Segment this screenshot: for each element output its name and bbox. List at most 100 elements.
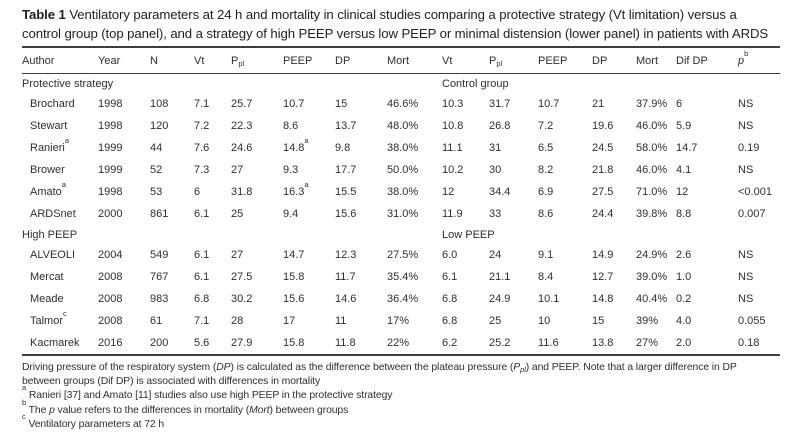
column-header: Vt	[194, 47, 231, 74]
value-cell: 10.3	[442, 98, 464, 110]
value-cell: 39.0%	[636, 271, 668, 283]
value-cell: 25	[489, 315, 502, 327]
value-cell: 52	[150, 164, 163, 176]
value-cell: 15	[592, 315, 605, 327]
value-cell: 9.3	[283, 164, 299, 176]
value-cell: 6.5	[538, 142, 554, 154]
table-row: ALVEOLI 2004 549 6.1 27 14.7 12.3 27.5% 6.0 24 9.1…	[22, 244, 780, 266]
value-cell: 9.1	[538, 249, 554, 261]
table-row: Kacmarek 2016 200 5.6 27.9 15.8 11.8 22% 6.2 25.2…	[22, 332, 780, 355]
value-cell: 8.2	[538, 164, 554, 176]
author-cell: ALVEOLI	[30, 249, 76, 261]
table-row: Meade 2008 983 6.8 30.2 15.6 14.6 36.4% 6.8 24.9 1…	[22, 288, 780, 310]
value-cell: 8.6	[538, 208, 554, 220]
value-cell: 46.0%	[636, 120, 668, 132]
value-cell: 15.8	[283, 271, 305, 283]
table-row: Stewart 1998 120 7.2 22.3 8.6 13.7 48.0% 10.8 26.…	[22, 115, 780, 137]
value-cell: 46.0%	[636, 164, 668, 176]
value-cell: 16.3a	[283, 180, 309, 198]
value-cell: 71.0%	[636, 186, 668, 198]
column-header: Year	[98, 47, 150, 74]
value-cell: 12.7	[592, 271, 614, 283]
value-cell: 7.1	[194, 98, 210, 110]
section-row: High PEEP Low PEEP	[22, 225, 780, 244]
value-cell: 0.055	[738, 315, 766, 327]
value-cell: 6.1	[194, 249, 210, 261]
value-cell: 5.9	[676, 120, 692, 132]
value-cell: 11.8	[335, 337, 356, 349]
value-cell: 15.6	[283, 293, 305, 305]
author-cell: Amatoa	[30, 180, 66, 198]
value-cell: 12	[676, 186, 689, 198]
section-label-right: Control group	[442, 78, 509, 90]
table-row: Ranieria 1999 44 7.6 24.6 14.8a 9.8 38.0% 11.1 31…	[22, 137, 780, 159]
value-cell: 24.9	[489, 293, 511, 305]
value-cell: 21.1	[489, 271, 511, 283]
value-cell: NS	[738, 98, 754, 110]
value-cell: 39.8%	[636, 208, 668, 220]
value-cell: 7.3	[194, 164, 210, 176]
value-cell: 25	[231, 208, 244, 220]
value-cell: 2008	[98, 271, 123, 283]
value-cell: 7.2	[194, 120, 210, 132]
value-cell: 8.8	[676, 208, 692, 220]
column-header: Vt	[442, 47, 489, 74]
column-header: Author	[22, 47, 98, 74]
author-cell: Stewart	[30, 120, 68, 132]
value-cell: 38.0%	[387, 186, 419, 198]
value-cell: 861	[150, 208, 169, 220]
value-cell: 6.1	[194, 271, 210, 283]
value-cell: 31	[489, 142, 502, 154]
value-cell: 61	[150, 315, 163, 327]
value-cell: 27.9	[231, 337, 253, 349]
value-cell: 2008	[98, 293, 123, 305]
column-header: DP	[592, 47, 636, 74]
value-cell: 35.4%	[387, 271, 419, 283]
value-cell: 12	[442, 186, 455, 198]
value-cell: 36.4%	[387, 293, 419, 305]
footnotes: Driving pressure of the respiratory syst…	[22, 361, 780, 432]
value-cell: 21.8	[592, 164, 614, 176]
value-cell: 17	[283, 315, 296, 327]
column-header: PEEP	[283, 47, 335, 74]
value-cell: 24	[489, 249, 502, 261]
value-cell: 2.6	[676, 249, 692, 261]
value-cell: 58.0%	[636, 142, 668, 154]
value-cell: 983	[150, 293, 169, 305]
value-cell: 27.5	[592, 186, 614, 198]
value-cell: 27.5%	[387, 249, 419, 261]
value-cell: 22.3	[231, 120, 253, 132]
value-cell: 1999	[98, 164, 123, 176]
value-cell: 17.7	[335, 164, 357, 176]
value-cell: NS	[738, 249, 754, 261]
value-cell: 8.4	[538, 271, 554, 283]
author-cell: Kacmarek	[30, 337, 80, 349]
value-cell: 11.9	[442, 208, 463, 220]
value-cell: NS	[738, 293, 754, 305]
value-cell: NS	[738, 271, 754, 283]
value-cell: 39%	[636, 315, 659, 327]
value-cell: 14.8	[592, 293, 614, 305]
value-cell: 767	[150, 271, 169, 283]
value-cell: 22%	[387, 337, 410, 349]
table-title: Table 1 Ventilatory parameters at 24 h a…	[22, 7, 769, 41]
footnote-line: a Ranieri [37] and Amato [11] studies al…	[22, 383, 393, 402]
table-row: Amatoa 1998 53 6 31.8 16.3a 15.5 38.0% 12 34.4 6.9…	[22, 181, 780, 203]
value-cell: 7.6	[194, 142, 210, 154]
value-cell: 12.3	[335, 249, 357, 261]
value-cell: 1999	[98, 142, 123, 154]
value-cell: 46.6%	[387, 98, 419, 110]
value-cell: 25.2	[489, 337, 511, 349]
section-label-right: Low PEEP	[442, 229, 495, 241]
value-cell: 50.0%	[387, 164, 419, 176]
value-cell: 2008	[98, 315, 123, 327]
value-cell: 31.7	[489, 98, 511, 110]
value-cell: 8.6	[283, 120, 299, 132]
author-cell: Ranieria	[30, 136, 70, 154]
value-cell: 6.8	[194, 293, 210, 305]
value-cell: NS	[738, 164, 754, 176]
header-row: Author Year N Vt Ppl PEEP DP Mort Vt Ppl PEEP DP Mor…	[22, 47, 780, 74]
column-header: PEEP	[538, 47, 592, 74]
table-row: ARDSnet 2000 861 6.1 25 9.4 15.6 31.0% 11.9 33 8.6…	[22, 203, 780, 225]
value-cell: 27	[231, 249, 244, 261]
